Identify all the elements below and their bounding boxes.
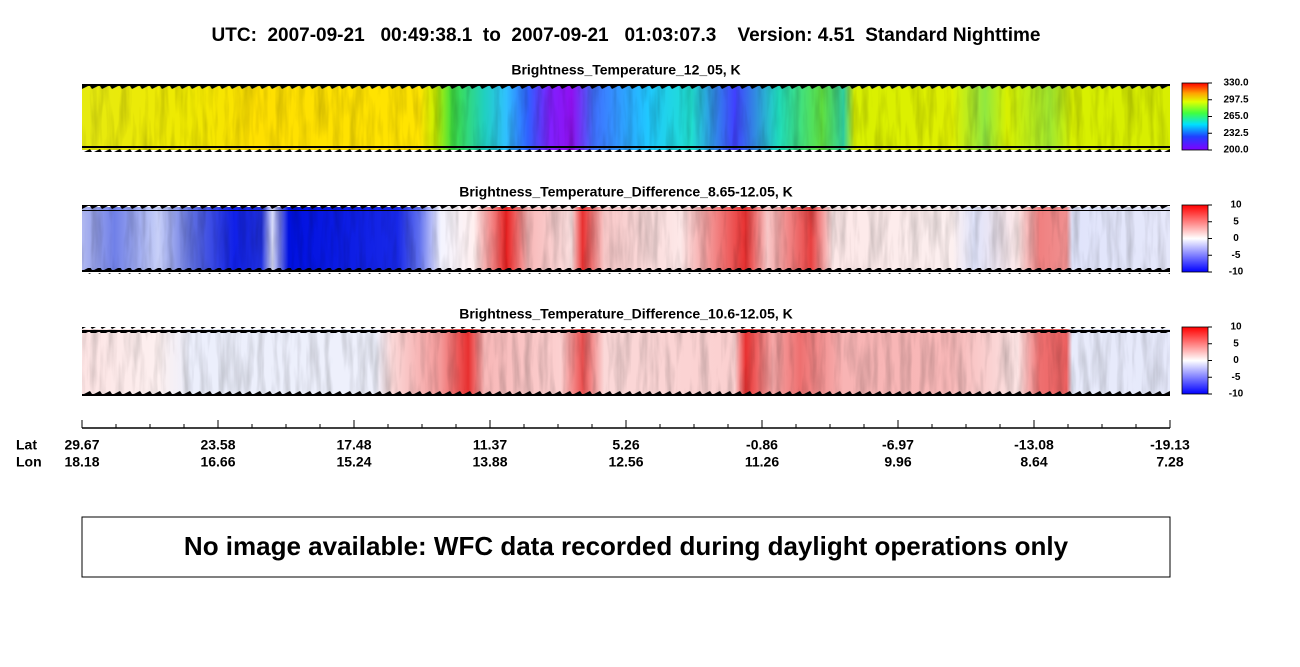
panel-title: Brightness_Temperature_12_05, K (511, 62, 740, 78)
colorbar-tick-label: 232.5 (1223, 128, 1248, 139)
colorbar-tick-label: 330.0 (1223, 78, 1248, 89)
strip-top-edge (82, 83, 1170, 89)
lat-tick-label: 17.48 (336, 437, 371, 453)
lat-tick-label: 11.37 (473, 437, 507, 453)
colorbar-tick-label: 10 (1230, 322, 1242, 333)
lat-tick-label: -0.86 (746, 437, 778, 453)
colorbar-tick-label: 200.0 (1223, 145, 1248, 156)
strip-bottom-edge (82, 268, 1170, 274)
panel: Brightness_Temperature_Difference_8.65-1… (82, 184, 1244, 278)
colorbar-tick-label: 0 (1233, 355, 1239, 366)
lat-tick-label: 29.67 (64, 437, 99, 453)
lat-tick-label: -19.13 (1150, 437, 1190, 453)
image-texture (82, 329, 1170, 394)
strip-top-edge (82, 205, 1170, 211)
lon-tick-label: 9.96 (884, 454, 911, 470)
panel-title: Brightness_Temperature_Difference_8.65-1… (459, 184, 793, 200)
panel: Brightness_Temperature_Difference_10.6-1… (82, 306, 1244, 400)
strip-bottom-edge (82, 390, 1170, 396)
colorbar (1181, 204, 1209, 273)
lat-tick-label: -6.97 (882, 437, 914, 453)
panel: Brightness_Temperature_12_05, K 330.0 297.… (82, 62, 1249, 156)
lon-tick-label: 18.18 (64, 454, 99, 470)
lon-tick-label: 11.26 (745, 454, 779, 470)
lon-tick-label: 15.24 (336, 454, 371, 470)
panels: Brightness_Temperature_12_05, K 330.0 297.… (82, 62, 1249, 400)
colorbar-tick-label: -5 (1232, 250, 1241, 261)
colorbar-tick-label: 5 (1233, 338, 1239, 349)
message: No image available: WFC data recorded du… (184, 531, 1069, 561)
lon-tick-label: 16.66 (200, 454, 235, 470)
colorbar-tick-label: -10 (1229, 267, 1244, 278)
strip-top-edge (82, 327, 1170, 333)
colorbar (1181, 82, 1209, 151)
colorbar (1181, 326, 1209, 395)
lat-tick-label: 23.58 (200, 437, 235, 453)
lon-tick-label: 13.88 (472, 454, 507, 470)
lon-tick-label: 12.56 (608, 454, 643, 470)
image-texture (82, 207, 1170, 272)
colorbar-tick-label: 10 (1230, 200, 1242, 211)
colorbar-tick-label: 5 (1233, 216, 1239, 227)
colorbar-tick-label: -5 (1232, 372, 1241, 383)
strip-bottom-edge (82, 146, 1170, 152)
page-title: UTC: 2007-09-21 00:49:38.1 to 2007-09-21… (212, 25, 1041, 46)
lat-label: Lat (16, 437, 37, 453)
lat-tick-label: 5.26 (612, 437, 639, 453)
lon-label: Lon (16, 454, 42, 470)
panel-title: Brightness_Temperature_Difference_10.6-1… (459, 306, 793, 322)
colorbar-tick-label: -10 (1229, 389, 1244, 400)
colorbar-tick-label: 265.0 (1223, 111, 1248, 122)
colorbar-tick-label: 0 (1233, 233, 1239, 244)
lat-tick-label: -13.08 (1014, 437, 1054, 453)
colorbar-tick-label: 297.5 (1223, 94, 1248, 105)
image-texture (82, 85, 1170, 150)
lon-tick-label: 7.28 (1156, 454, 1183, 470)
message-box (81, 516, 1171, 578)
lon-tick-label: 8.64 (1020, 454, 1047, 470)
